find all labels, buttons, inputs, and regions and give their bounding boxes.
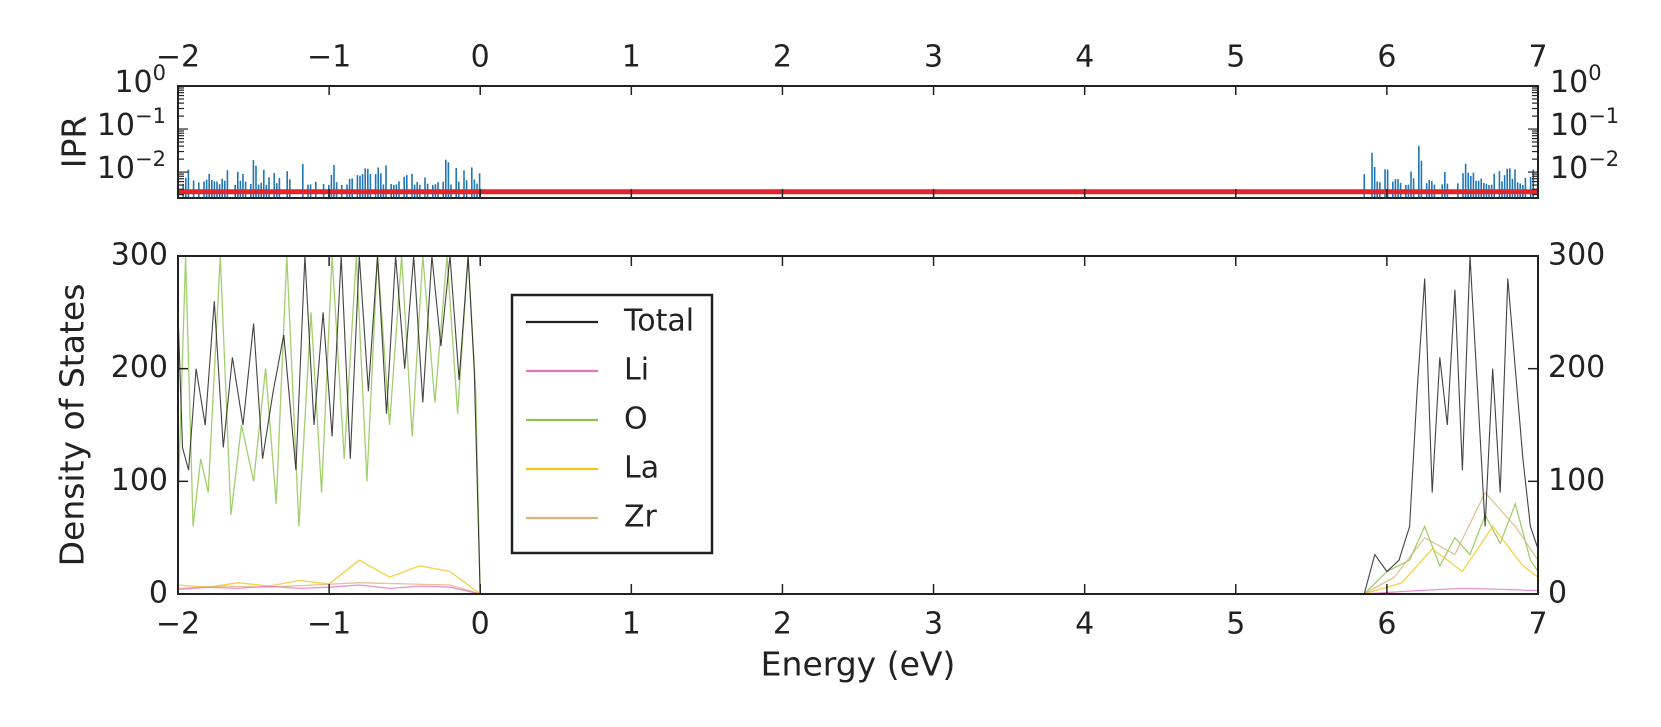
dos-panel: −2 −1 0 1 2 3 4 5 6 7 0 100 200 300 0 100 200 300 Densi… [53, 238, 1606, 684]
dos-x-tick-labels: −2 −1 0 1 2 3 4 5 6 7 [156, 607, 1548, 642]
legend-label-total: Total [623, 304, 694, 339]
dos-axis-ticks [177, 255, 1539, 595]
ipr-plot-frame [177, 85, 1539, 199]
dos-x-tick-label: 7 [1528, 607, 1547, 642]
dos-y-tick-labels-right: 0 100 200 300 [1548, 238, 1605, 611]
ipr-x-tick-label: 2 [773, 40, 792, 75]
legend: Total Li O La Zr [510, 293, 714, 555]
legend-items: Total Li O La Zr [526, 304, 694, 535]
dos-y-tick-label-left: 200 [111, 350, 168, 385]
dos-y-tick-labels-left: 0 100 200 300 [111, 238, 168, 611]
dos-x-tick-label: 0 [471, 607, 490, 642]
dos-series-la [178, 525, 1538, 594]
ipr-panel: −2 −1 0 1 2 3 4 5 6 7 100 10−1 10−2 100 10−1 10−2 IPR [55, 40, 1619, 199]
dos-y-tick-label-right: 100 [1548, 463, 1605, 498]
ipr-x-tick-label: 6 [1377, 40, 1396, 75]
dos-y-tick-label-left: 100 [111, 463, 168, 498]
ipr-y-tick-labels-right: 100 10−1 10−2 [1550, 61, 1619, 186]
dos-plot-frame [177, 255, 1539, 595]
dos-x-tick-label: −2 [156, 607, 200, 642]
ipr-y-tick-label-right: 100 [1550, 61, 1602, 100]
ipr-y-axis-label: IPR [55, 116, 94, 169]
dos-series-o [178, 256, 1538, 594]
dos-x-tick-label: −1 [307, 607, 351, 642]
ipr-x-tick-label: 3 [924, 40, 943, 75]
legend-box [510, 293, 714, 555]
ipr-y-tick-label-left: 10−1 [97, 104, 166, 143]
ipr-x-tick-label: 7 [1528, 40, 1547, 75]
dos-series-li [178, 584, 1538, 594]
dos-series-total [178, 256, 1538, 594]
dos-y-tick-label-right: 200 [1548, 350, 1605, 385]
ipr-x-tick-label: 1 [622, 40, 641, 75]
ipr-x-tick-label: 4 [1075, 40, 1094, 75]
ipr-x-tick-label: −2 [156, 40, 200, 75]
ipr-y-tick-label-left: 10−2 [97, 147, 166, 186]
ipr-y-tick-labels-left: 100 10−1 10−2 [97, 61, 166, 186]
legend-label-li: Li [624, 353, 649, 388]
ipr-x-tick-label: −1 [307, 40, 351, 75]
dos-x-tick-label: 4 [1075, 607, 1094, 642]
dos-y-tick-label-right: 300 [1548, 238, 1605, 273]
dos-x-tick-label: 1 [622, 607, 641, 642]
dos-y-axis-label: Density of States [53, 284, 92, 567]
ipr-y-tick-label-right: 10−1 [1550, 104, 1619, 143]
ipr-y-tick-label-right: 10−2 [1550, 147, 1619, 186]
dos-y-tick-label-right: 0 [1548, 576, 1567, 611]
dos-series-zr [178, 491, 1538, 594]
dos-x-tick-label: 5 [1226, 607, 1245, 642]
dos-x-tick-label: 3 [924, 607, 943, 642]
ipr-y-tick-label-left: 100 [114, 61, 166, 100]
ipr-axis-ticks [177, 85, 1539, 198]
ipr-x-tick-labels: −2 −1 0 1 2 3 4 5 6 7 [156, 40, 1548, 75]
dos-x-tick-label: 2 [773, 607, 792, 642]
legend-label-la: La [624, 451, 659, 486]
ipr-x-tick-label: 0 [471, 40, 490, 75]
legend-label-zr: Zr [624, 500, 658, 535]
dos-x-axis-label: Energy (eV) [761, 645, 956, 684]
dos-y-tick-label-left: 0 [149, 576, 168, 611]
dos-y-tick-label-left: 300 [111, 238, 168, 273]
dos-x-tick-label: 6 [1377, 607, 1396, 642]
dos-series-lines [178, 256, 1538, 594]
ipr-x-tick-label: 5 [1226, 40, 1245, 75]
legend-label-o: O [624, 402, 648, 437]
